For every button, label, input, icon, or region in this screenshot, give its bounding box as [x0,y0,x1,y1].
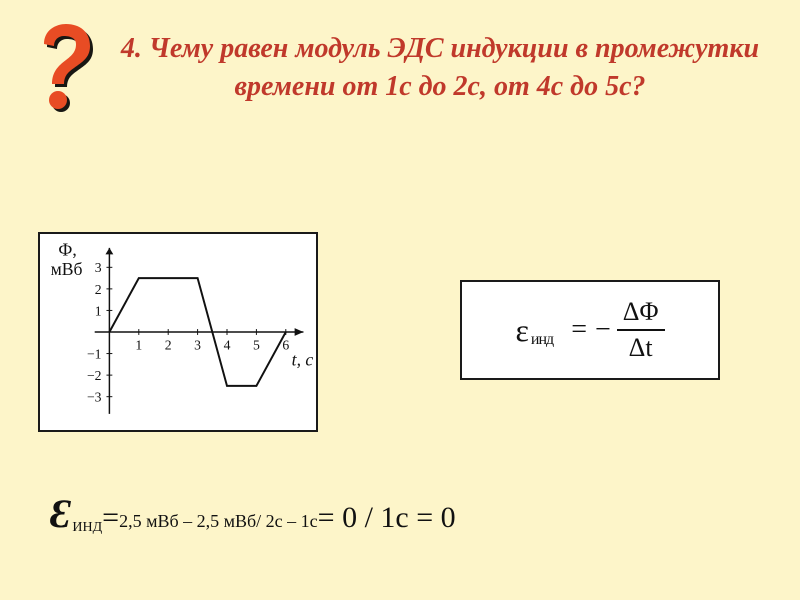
question-mark-icon [30,18,100,123]
svg-text:−2: −2 [87,368,102,383]
svg-text:Ф,: Ф, [58,240,76,260]
svg-text:2: 2 [165,338,172,353]
svg-text:1: 1 [135,338,142,353]
svg-text:1: 1 [95,303,102,318]
svg-text:−1: −1 [87,346,102,361]
fraction-bar [617,329,665,331]
svg-text:2: 2 [95,282,102,297]
svg-text:−3: −3 [87,390,102,405]
answer-eq1: = [102,501,119,535]
svg-text:6: 6 [282,338,289,353]
emf-formula: ε инд = − ΔΦ Δt [460,280,720,380]
answer-eq2: = 0 / 1с = 0 [318,501,456,535]
numerator: ΔΦ [617,297,665,327]
svg-text:3: 3 [95,260,102,275]
svg-text:t, с: t, с [292,349,314,369]
svg-text:мВб: мВб [51,259,83,279]
answer-subscript: ИНД [72,520,102,536]
epsilon-subscript: инд [531,331,553,349]
answer-line: Ɛ ИНД = 2,5 мВб – 2,5 мВб/ 2с – 1с = 0 /… [50,490,750,537]
answer-epsilon: Ɛ [50,490,70,537]
fraction: ΔΦ Δt [617,297,665,363]
epsilon-symbol: ε [515,312,528,349]
svg-text:4: 4 [224,338,231,353]
answer-part1: 2,5 мВб – 2,5 мВб/ 2с – 1с [119,511,318,532]
minus-sign: − [595,314,611,346]
equals-sign: = [571,314,587,346]
question-title: 4. Чему равен модуль ЭДС индукции в пром… [120,30,760,106]
denominator: Δt [623,333,659,363]
flux-chart: 1 −1 2 −2 3 −3 1 2 3 4 5 6 Ф,мВб t, с [38,232,318,432]
svg-text:3: 3 [194,338,201,353]
svg-text:5: 5 [253,338,260,353]
